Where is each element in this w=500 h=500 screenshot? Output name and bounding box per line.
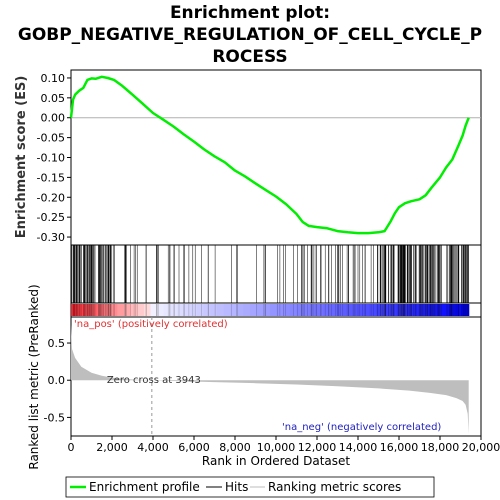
color-strip-segment (369, 304, 377, 316)
color-strip-segment (210, 304, 218, 316)
es-y-tick-label: -0.15 (37, 171, 65, 184)
hits-strip (71, 245, 469, 303)
color-strip-segment (97, 304, 105, 316)
x-tick-label: 14,000 (339, 441, 378, 454)
zero-cross-label: Zero cross at 3943 (107, 375, 201, 386)
metric-y-axis: 0.5 0.0 -0.5 (44, 337, 71, 424)
color-strip-segment (263, 304, 271, 316)
color-strip-segment (395, 304, 403, 316)
color-strip-segment (402, 304, 410, 316)
color-strip-segment (150, 304, 158, 316)
color-strip-segment (77, 304, 85, 316)
color-strip-segment (157, 304, 165, 316)
color-strip-segment (296, 304, 304, 316)
color-strip-segment (130, 304, 138, 316)
color-strip-segment (435, 304, 443, 316)
x-tick-label: 18,000 (421, 441, 460, 454)
es-y-tick-label: -0.10 (37, 152, 65, 165)
color-strip-segment (409, 304, 417, 316)
x-tick-label: 6,000 (178, 441, 210, 454)
color-strip-segment (117, 304, 125, 316)
color-strip-segment (183, 304, 191, 316)
color-strip-segment (276, 304, 284, 316)
es-y-tick-label: -0.05 (37, 132, 65, 145)
color-strip-segment (163, 304, 171, 316)
color-strip-segment (356, 304, 364, 316)
title-line-3: ROCESS (212, 47, 287, 67)
title-line-2: GOBP_NEGATIVE_REGULATION_OF_CELL_CYCLE_P (18, 25, 482, 45)
color-strip-segment (236, 304, 244, 316)
x-tick-label: 16,000 (380, 441, 419, 454)
x-tick-label: 4,000 (137, 441, 169, 454)
legend-metric-label: Ranking metric scores (268, 480, 401, 494)
color-strip-segment (230, 304, 238, 316)
color-strip-segment (316, 304, 324, 316)
es-y-tick-label: -0.20 (37, 191, 65, 204)
hits-panel-frame (70, 244, 482, 304)
color-strip-segment (90, 304, 99, 316)
color-strip-segment (203, 304, 211, 316)
color-strip-segment (177, 304, 185, 316)
color-strip-segment (250, 304, 258, 316)
metric-y-axis-label: Ranked list metric (PreRanked) (27, 284, 41, 469)
x-tick-label: 0 (68, 441, 75, 454)
color-strip-segment (362, 304, 370, 316)
legend-enrichment-label: Enrichment profile (89, 480, 200, 494)
color-strip-segment (342, 304, 350, 316)
x-axis-label: Rank in Ordered Dataset (202, 454, 350, 468)
color-strip-segment (303, 304, 311, 316)
es-y-axis-label: Enrichment score (ES) (14, 76, 29, 239)
x-tick-label: 8,000 (219, 441, 251, 454)
legend: Enrichment profile Hits Ranking metric s… (65, 476, 435, 498)
color-strip-segment (223, 304, 231, 316)
negative-correlation-label: 'na_neg' (negatively correlated) (282, 422, 441, 433)
metric-panel-frame (70, 316, 482, 437)
chart-title: Enrichment plot: GOBP_NEGATIVE_REGULATIO… (18, 3, 482, 67)
color-strip-segment (428, 304, 437, 316)
color-strip-segment (329, 304, 337, 316)
color-strip-segment (375, 304, 384, 316)
color-strip-segment (243, 304, 251, 316)
color-strip-segment (269, 304, 278, 316)
color-strip-segment (448, 304, 456, 316)
enrichment-profile-line (69, 75, 470, 235)
x-axis: 0 2,000 4,000 6,000 8,000 10,000 12,000 14,000 1… (68, 436, 500, 454)
es-y-tick-label: -0.30 (37, 231, 65, 244)
color-strip-segment (196, 304, 205, 316)
legend-hits-label: Hits (225, 480, 248, 494)
es-y-tick-label: 0.00 (41, 112, 66, 125)
correlation-color-strip (71, 304, 470, 316)
color-strip-segment (309, 304, 317, 316)
x-tick-label: 10,000 (257, 441, 296, 454)
color-strip-segment (124, 304, 132, 316)
color-strip-segment (336, 304, 344, 316)
color-strip-segment (289, 304, 297, 316)
color-strip-segment (283, 304, 291, 316)
color-strip-segment (143, 304, 152, 316)
color-strip-segment (415, 304, 423, 316)
positive-correlation-label: 'na_pos' (positively correlated) (74, 319, 228, 330)
color-strip-segment (256, 304, 264, 316)
color-strip-segment (190, 304, 198, 316)
es-y-tick-label: 0.10 (41, 72, 66, 85)
x-tick-label: 12,000 (298, 441, 337, 454)
color-strip-segment (382, 304, 390, 316)
metric-y-tick-label: 0.5 (48, 337, 66, 350)
color-strip-segment (322, 304, 331, 316)
title-line-1: Enrichment plot: (170, 3, 330, 23)
color-strip-segment (137, 304, 145, 316)
x-tick-label: 2,000 (96, 441, 128, 454)
x-tick-label: 20,000 (462, 441, 500, 454)
es-y-axis: 0.10 0.05 0.00 -0.05 -0.10 -0.15 -0.20 -0.25 -0.… (37, 72, 71, 244)
es-y-tick-label: 0.05 (41, 92, 66, 105)
es-y-tick-label: -0.25 (37, 211, 65, 224)
metric-y-tick-label: -0.5 (44, 411, 65, 424)
color-strip-segment (216, 304, 224, 316)
metric-y-tick-label: 0.0 (48, 374, 66, 387)
color-strip-segment (442, 304, 450, 316)
